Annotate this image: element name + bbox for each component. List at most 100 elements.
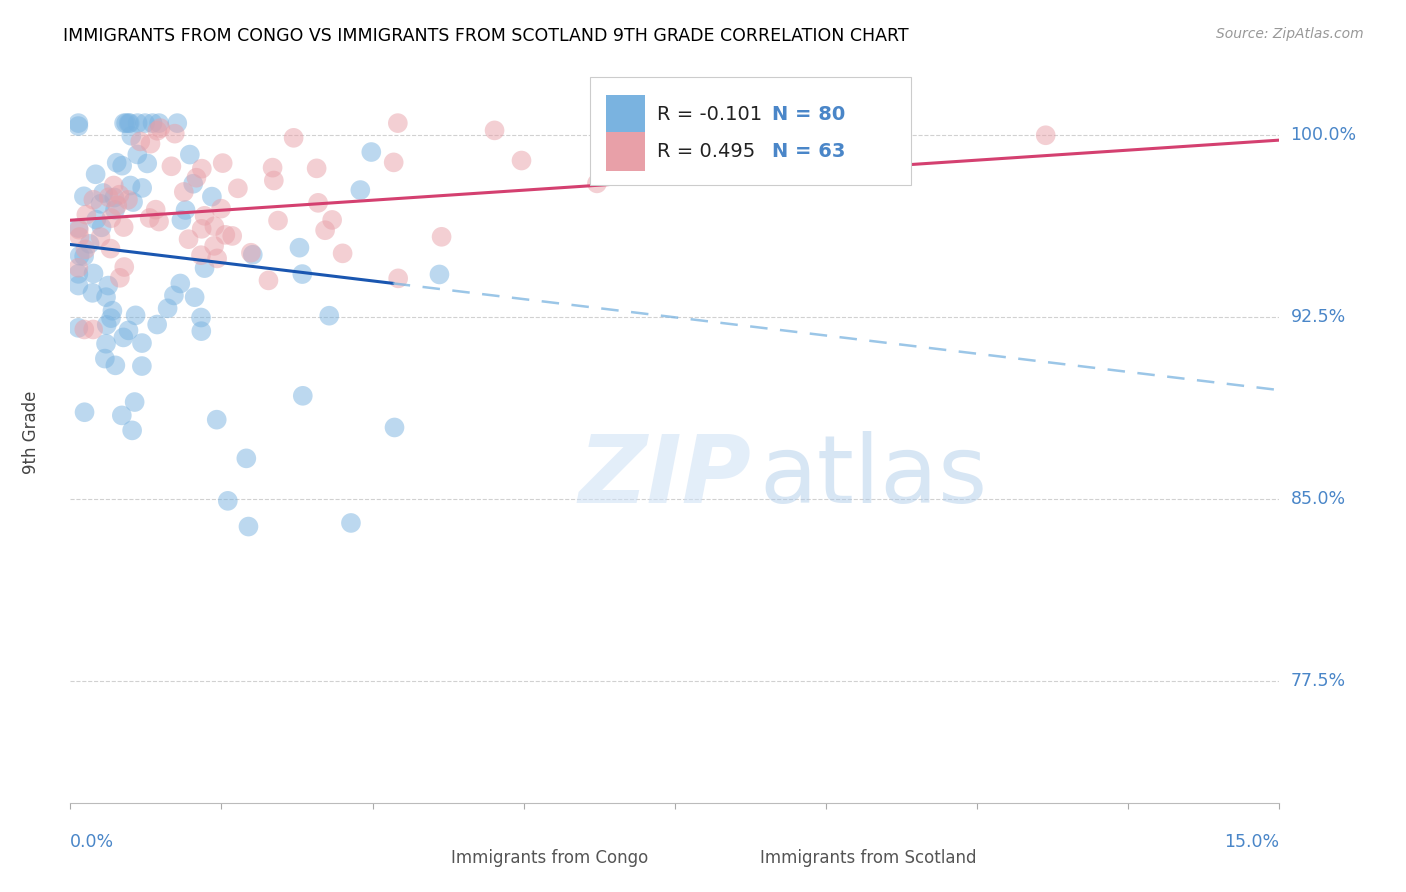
Point (136, 156, 159, 170)
Point (79, 236, 101, 251)
Point (94, 290, 117, 304)
Point (67, 267, 90, 281)
Point (83, 267, 105, 281)
Point (73, 322, 96, 336)
Point (91, 186, 114, 200)
Point (235, 451, 257, 466)
Point (430, 229, 453, 244)
Text: Source: ZipAtlas.com: Source: ZipAtlas.com (1216, 27, 1364, 41)
Point (205, 412, 228, 426)
Point (69, 230, 91, 244)
Point (205, 252, 228, 266)
Point (67, 116, 90, 130)
Point (190, 248, 212, 262)
Text: 9th Grade: 9th Grade (22, 391, 39, 475)
Point (73, 405, 96, 419)
Point (67, 119, 90, 133)
Point (239, 245, 262, 260)
Point (127, 147, 149, 161)
Point (382, 155, 405, 169)
Point (131, 359, 153, 373)
Point (193, 209, 215, 223)
Point (124, 395, 146, 409)
Point (90, 196, 112, 211)
Point (221, 228, 243, 243)
Point (291, 389, 314, 403)
Text: N = 63: N = 63 (772, 142, 845, 161)
Text: 0.0%: 0.0% (70, 833, 114, 851)
Point (115, 116, 138, 130)
FancyBboxPatch shape (591, 78, 911, 185)
Point (90, 220, 112, 235)
Point (190, 324, 212, 338)
Point (141, 116, 163, 130)
Point (111, 159, 134, 173)
Text: 92.5%: 92.5% (1291, 309, 1346, 326)
Point (384, 420, 406, 434)
Point (75, 208, 97, 222)
Point (201, 189, 224, 203)
Point (332, 246, 354, 260)
Point (190, 310, 212, 325)
Point (145, 202, 167, 217)
Point (262, 161, 284, 175)
Point (156, 301, 179, 316)
Point (242, 248, 264, 262)
Text: R = -0.101: R = -0.101 (657, 104, 775, 124)
Point (131, 181, 153, 195)
Point (69, 249, 91, 263)
Point (148, 116, 170, 130)
Point (148, 214, 170, 228)
Point (82, 285, 104, 300)
Point (96, 318, 118, 332)
Point (263, 173, 285, 187)
Point (314, 223, 336, 237)
Point (112, 330, 135, 344)
Text: Immigrants from Scotland: Immigrants from Scotland (759, 849, 976, 867)
Point (117, 193, 139, 207)
Point (111, 409, 134, 423)
Point (146, 124, 169, 138)
Text: 77.5%: 77.5% (1291, 673, 1346, 690)
Point (283, 131, 305, 145)
Point (97, 278, 120, 293)
Point (257, 273, 280, 287)
Point (211, 156, 233, 170)
Point (117, 116, 139, 130)
Point (209, 202, 232, 216)
Point (170, 213, 193, 227)
Point (166, 116, 188, 130)
Point (118, 116, 141, 130)
Point (193, 261, 215, 276)
FancyBboxPatch shape (714, 846, 754, 873)
Point (190, 222, 212, 236)
Point (67, 222, 90, 236)
Point (67, 260, 90, 275)
Point (129, 135, 152, 149)
Point (321, 213, 343, 227)
Point (138, 211, 160, 225)
Point (146, 318, 169, 332)
Point (122, 195, 145, 210)
Point (82, 322, 104, 336)
FancyBboxPatch shape (606, 132, 644, 170)
Point (163, 288, 186, 302)
Text: 85.0%: 85.0% (1291, 491, 1346, 508)
Point (510, 153, 533, 168)
Point (67, 278, 90, 293)
Point (131, 336, 153, 351)
Point (191, 161, 214, 176)
Point (387, 116, 409, 130)
Point (484, 123, 506, 137)
Point (173, 185, 195, 199)
Text: 15.0%: 15.0% (1225, 833, 1279, 851)
Point (105, 155, 128, 169)
Point (73, 249, 96, 263)
Point (149, 121, 172, 136)
Point (139, 136, 162, 151)
Point (340, 516, 363, 530)
Point (100, 311, 122, 326)
Point (291, 267, 314, 281)
Text: 100.0%: 100.0% (1291, 127, 1357, 145)
Point (160, 159, 183, 173)
